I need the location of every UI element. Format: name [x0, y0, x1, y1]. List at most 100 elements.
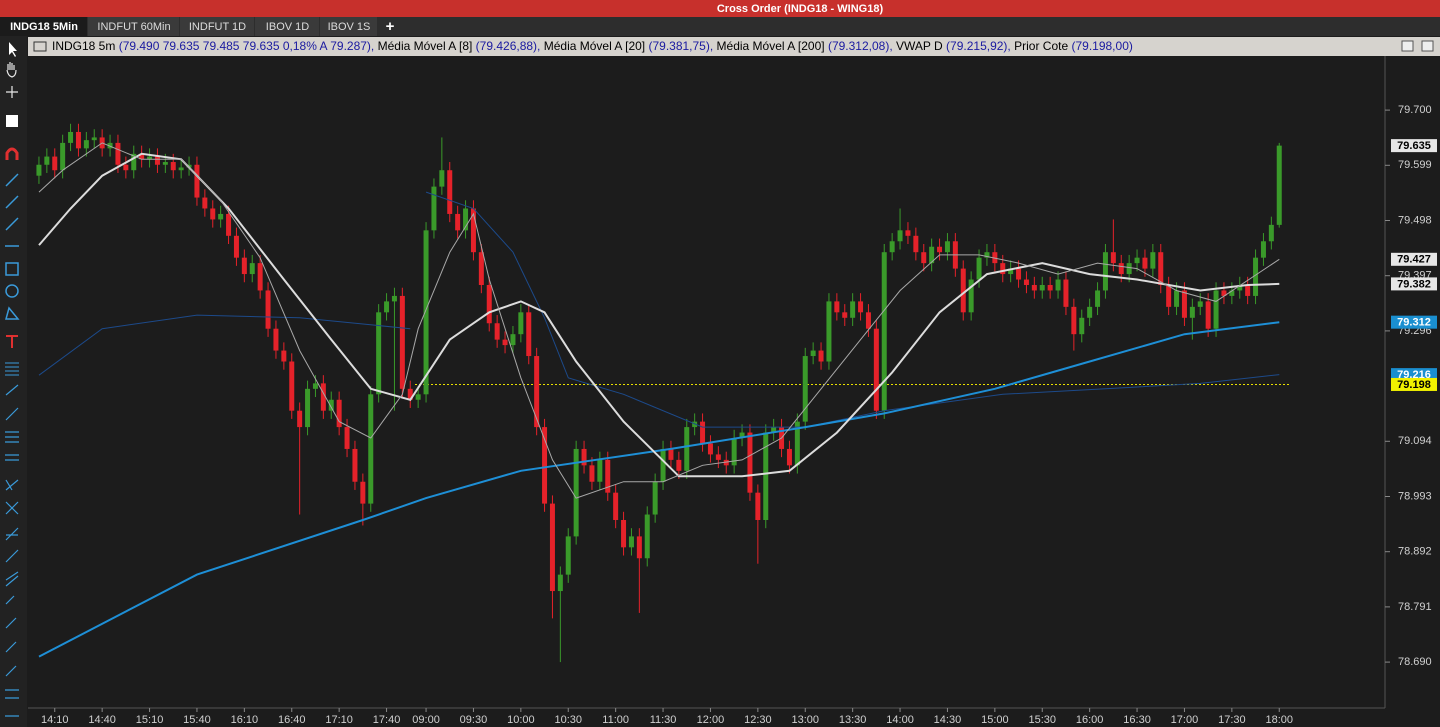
x-tick-label: 10:00 [507, 714, 535, 726]
legend-value: (79.198,00) [1071, 39, 1132, 53]
candle-body [439, 170, 445, 187]
x-tick-label: 16:40 [278, 714, 306, 726]
candle-body [423, 230, 429, 395]
candle-body [1055, 279, 1061, 291]
candle-body [794, 421, 800, 466]
x-tick-label: 13:00 [791, 714, 819, 726]
triangle-tool[interactable] [5, 306, 20, 320]
candle-body [597, 459, 603, 482]
candle-body [447, 170, 453, 214]
candle-body [1126, 263, 1132, 275]
candle-body [1174, 290, 1180, 307]
candle-body [1023, 279, 1029, 285]
tab-label[interactable]: INDG18 5Min [10, 21, 78, 33]
price-axis [1385, 56, 1440, 727]
y-tick-label: 78.791 [1398, 601, 1432, 613]
indicator-line [38, 191, 1280, 428]
candle-body [881, 252, 887, 411]
y-tick-label: 78.690 [1398, 656, 1432, 668]
tab[interactable] [88, 17, 179, 36]
candle-body [455, 213, 461, 231]
x-tick-label: 14:40 [88, 714, 116, 726]
fib-tool[interactable] [5, 362, 19, 376]
tab-label[interactable]: INDFUT 1D [189, 21, 246, 33]
window-title: Cross Order (INDG18 - WING18) [717, 3, 884, 15]
label-tool[interactable] [6, 335, 18, 348]
chart-legend: INDG18 5m (79.490 79.635 79.485 79.635 0… [52, 39, 1133, 53]
x-tick-label: 16:10 [231, 714, 259, 726]
candle-body [1253, 257, 1259, 296]
tabs: INDG18 5Min INDFUT 60Min INDFUT 1D IBOV 1D I… [0, 17, 395, 36]
candle-body [668, 448, 674, 460]
candle-body [684, 427, 690, 471]
candle-body [897, 230, 903, 242]
candle-body [1166, 284, 1172, 307]
y-tick-label: 79.700 [1398, 104, 1432, 116]
candle-body [502, 339, 508, 346]
restore-button[interactable] [1401, 40, 1414, 52]
candle-body [1197, 301, 1203, 307]
crosshair-tool[interactable] [6, 86, 18, 98]
candle-body [581, 448, 587, 466]
rect-tool[interactable] [5, 262, 19, 276]
candle-body [628, 536, 634, 548]
legend-name: INDG18 5m [52, 39, 115, 53]
tab-label[interactable]: IBOV 1D [266, 21, 309, 33]
candle-body [660, 448, 666, 482]
candle-body [1150, 252, 1156, 269]
tab-label[interactable]: IBOV 1S [328, 21, 371, 33]
x-tick-label: 12:30 [744, 714, 772, 726]
candle-body [826, 301, 832, 362]
candle-body [976, 257, 982, 280]
x-tick-label: 09:30 [460, 714, 488, 726]
candle-body [202, 197, 208, 209]
candle-body [1181, 290, 1187, 318]
tab[interactable] [320, 17, 377, 36]
y-tick-label: 79.599 [1398, 159, 1432, 171]
tab[interactable] [0, 17, 87, 36]
tab[interactable] [180, 17, 254, 36]
candle-body [771, 427, 777, 433]
tab[interactable] [255, 17, 319, 36]
candle-body [328, 399, 334, 411]
x-tick-label: 10:30 [554, 714, 582, 726]
x-tick-label: 11:00 [602, 714, 629, 726]
candle-body [1095, 290, 1101, 307]
ellipse-tool[interactable] [5, 284, 19, 298]
candle-body [123, 164, 129, 171]
candle-body [739, 432, 745, 439]
channel-tools[interactable] [5, 384, 19, 461]
cursor-tool[interactable] [9, 42, 17, 57]
candle-body [281, 350, 287, 362]
candle-body [75, 131, 81, 149]
candle-body [636, 536, 642, 559]
x-tick-label: 09:00 [412, 714, 440, 726]
text-tool[interactable] [6, 115, 18, 127]
hand-tool[interactable] [6, 62, 17, 78]
maximize-button[interactable] [1421, 40, 1434, 52]
candle-body [707, 443, 713, 455]
add-tab[interactable]: + [386, 18, 395, 35]
candle-body [407, 388, 413, 400]
candle-body [937, 246, 943, 253]
candle-body [1158, 252, 1164, 285]
candle-body [131, 153, 137, 171]
x-tick-label: 14:30 [934, 714, 962, 726]
candle-body [1237, 284, 1243, 291]
magnet-tool[interactable] [5, 147, 19, 160]
candle-body [478, 252, 484, 285]
candle-body [850, 301, 856, 318]
candle-body [873, 328, 879, 411]
tab-label[interactable]: INDFUT 60Min [97, 21, 170, 33]
candle-body [700, 421, 706, 444]
x-tick-label: 17:00 [1171, 714, 1199, 726]
candle-body [297, 410, 303, 428]
x-tick-label: 15:10 [136, 714, 164, 726]
line-tools[interactable] [5, 173, 19, 247]
candle-body [399, 295, 405, 389]
study-tools[interactable] [5, 479, 19, 717]
candle-body [470, 208, 476, 253]
chart-icon [33, 41, 47, 52]
candle-body [968, 279, 974, 313]
